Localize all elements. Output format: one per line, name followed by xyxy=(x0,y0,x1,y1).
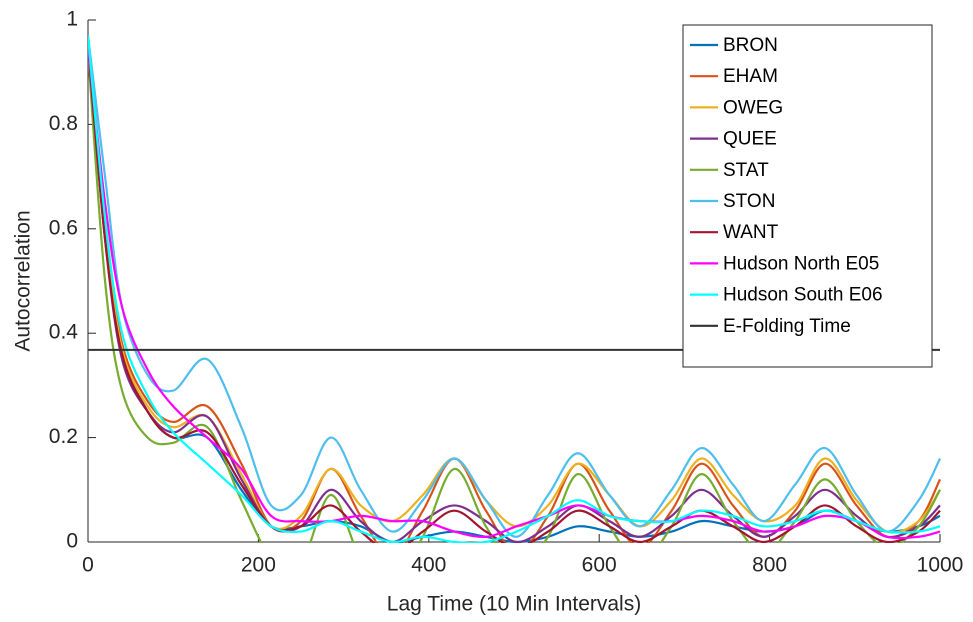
series-line xyxy=(88,35,941,538)
plot-area xyxy=(88,35,941,543)
series-line xyxy=(88,35,941,543)
y-tick-label: 0.8 xyxy=(49,112,78,135)
legend-label: STAT xyxy=(723,160,769,181)
y-tick-label: 0.4 xyxy=(49,321,79,344)
x-tick-label: 0 xyxy=(82,554,94,577)
y-tick-label: 0 xyxy=(66,530,78,553)
x-tick-label: 1000 xyxy=(917,554,964,577)
x-tick-label: 200 xyxy=(241,554,276,577)
x-axis-label: Lag Time (10 Min Intervals) xyxy=(387,593,641,616)
legend-label: BRON xyxy=(723,35,778,56)
legend-label: QUEE xyxy=(723,129,777,150)
legend-label: WANT xyxy=(723,222,779,243)
legend-label: EHAM xyxy=(723,66,778,87)
legend-label: Hudson North E05 xyxy=(723,253,879,274)
y-axis-label: Autocorrelation xyxy=(12,210,35,351)
series-line xyxy=(88,51,941,543)
series-line xyxy=(88,45,941,543)
legend-box xyxy=(682,24,933,368)
x-tick-label: 400 xyxy=(411,554,446,577)
legend-label: STON xyxy=(723,191,775,212)
y-tick-label: 0.2 xyxy=(49,425,78,448)
y-tick-label: 0.6 xyxy=(49,216,78,239)
x-tick-label: 600 xyxy=(582,554,617,577)
y-tick-label: 1 xyxy=(66,8,78,31)
x-tick-label: 800 xyxy=(752,554,787,577)
legend-label: OWEG xyxy=(723,97,783,118)
series-line xyxy=(88,45,941,540)
legend-label: E-Folding Time xyxy=(723,316,851,337)
legend-label: Hudson South E06 xyxy=(723,285,883,306)
legend: BRON EHAM OWEG QUEE STAT STON WANT Hudson North… xyxy=(682,24,933,368)
